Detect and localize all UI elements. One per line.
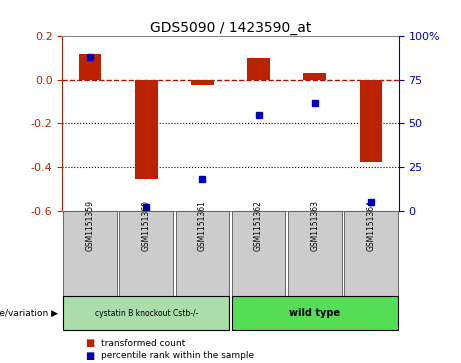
Bar [288, 211, 342, 296]
Text: ■: ■ [85, 351, 95, 361]
Bar [303, 73, 326, 80]
Text: GSM1151359: GSM1151359 [86, 200, 95, 252]
Bar [119, 211, 173, 296]
Bar [191, 80, 214, 85]
Bar [231, 296, 398, 330]
Text: GSM1151363: GSM1151363 [310, 200, 319, 252]
Bar [135, 80, 158, 179]
Text: cystatin B knockout Cstb-/-: cystatin B knockout Cstb-/- [95, 309, 198, 318]
Text: GSM1151364: GSM1151364 [366, 200, 375, 252]
Bar [231, 211, 285, 296]
Title: GDS5090 / 1423590_at: GDS5090 / 1423590_at [150, 21, 311, 35]
Text: wild type: wild type [289, 308, 340, 318]
Text: GSM1151361: GSM1151361 [198, 201, 207, 252]
Bar [63, 211, 117, 296]
Text: transformed count: transformed count [101, 339, 186, 347]
Text: genotype/variation ▶: genotype/variation ▶ [0, 309, 58, 318]
Text: GSM1151360: GSM1151360 [142, 200, 151, 252]
Bar [176, 211, 230, 296]
Text: percentile rank within the sample: percentile rank within the sample [101, 351, 254, 360]
Text: GSM1151362: GSM1151362 [254, 201, 263, 252]
Bar [360, 80, 382, 162]
Bar [79, 54, 101, 80]
Bar [344, 211, 398, 296]
Text: ■: ■ [85, 338, 95, 348]
Bar [247, 58, 270, 80]
Bar [63, 296, 230, 330]
